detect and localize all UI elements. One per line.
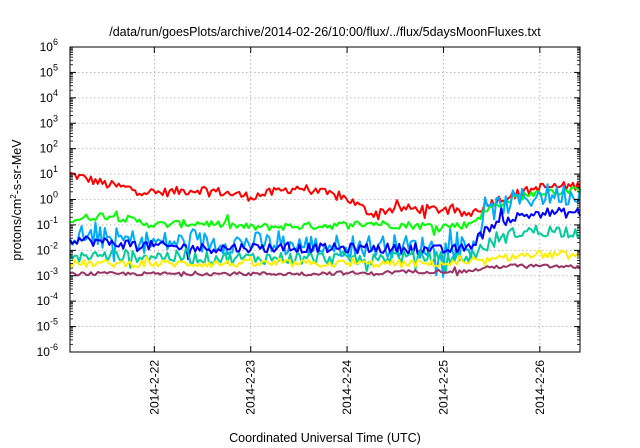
y-tick-label: 10-3 (37, 266, 58, 283)
y-tick-label: 10-2 (37, 240, 58, 257)
y-tick-label: 10-6 (37, 342, 58, 359)
series-lines (69, 171, 581, 278)
series-line-2 (69, 183, 581, 278)
y-tick-label: 10-1 (37, 215, 58, 232)
chart-title: /data/run/goesPlots/archive/2014-02-26/1… (109, 25, 541, 39)
grid (70, 47, 580, 352)
series-line-4 (69, 224, 581, 275)
y-tick-label: 105 (40, 62, 58, 79)
y-tick-label: 104 (40, 88, 58, 105)
x-tick-label: 2014-2-25 (436, 360, 450, 415)
y-axis-label-prefix: protons/cm (10, 199, 24, 261)
y-tick-label: 10-4 (37, 291, 58, 308)
series-line-3 (69, 206, 581, 261)
y-tick-label: 106 (40, 37, 58, 54)
x-axis-label: Coordinated Universal Time (UTC) (229, 431, 421, 445)
x-tick-label: 2014-2-24 (340, 360, 354, 415)
x-tick-label: 2014-2-22 (147, 360, 161, 415)
y-tick-label: 102 (40, 139, 58, 156)
y-tick-label: 100 (40, 190, 58, 207)
y-axis-label: protons/cm2-s-sr-MeV (9, 139, 24, 261)
y-axis-label-sup: 2 (9, 194, 18, 199)
x-tick-label: 2014-2-23 (244, 360, 258, 415)
y-axis-label-suffix: -s-sr-MeV (10, 139, 24, 195)
y-axis-ticks: 106 105 104 103 102 101 100 10-1 10-2 10-3 10-4 10-… (37, 37, 580, 359)
y-tick-label: 101 (40, 164, 58, 181)
series-line-6 (69, 263, 581, 278)
y-tick-label: 103 (40, 113, 58, 130)
x-tick-label: 2014-2-26 (533, 360, 547, 415)
x-axis-ticks: 2014-2-22 2014-2-23 2014-2-24 2014-2-25 2014… (147, 47, 547, 415)
series-line-5 (69, 249, 581, 269)
y-tick-label: 10-5 (37, 317, 58, 334)
